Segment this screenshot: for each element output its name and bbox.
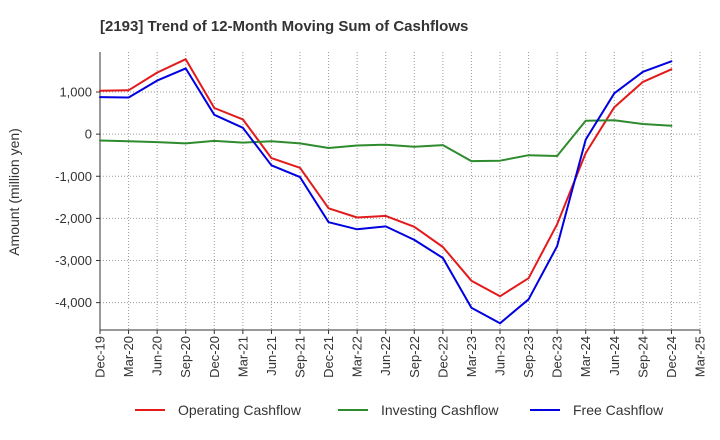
x-tick-label: Mar-24 (578, 336, 593, 377)
x-tick-label: Jun-23 (493, 336, 508, 376)
y-axis-label: Amount (million yen) (6, 128, 22, 256)
x-tick-label: Sep-20 (178, 336, 193, 378)
y-tick-label: -4,000 (55, 295, 92, 310)
x-tick-label: Jun-24 (607, 336, 622, 376)
x-tick-label: Sep-23 (521, 336, 536, 378)
y-tick-label: 0 (85, 127, 92, 142)
free-cashflow-legend-label: Free Cashflow (573, 402, 664, 418)
chart-title: [2193] Trend of 12-Month Moving Sum of C… (100, 18, 468, 35)
x-tick-label: Sep-22 (407, 336, 422, 378)
x-tick-label: Mar-23 (464, 336, 479, 377)
x-tick-label: Dec-19 (93, 336, 108, 378)
x-tick-label: Jun-22 (378, 336, 393, 376)
x-tick-label: Dec-20 (207, 336, 222, 378)
x-tick-label: Sep-24 (635, 336, 650, 378)
y-tick-label: -3,000 (55, 253, 92, 268)
investing-cashflow-line (99, 119, 673, 163)
x-tick-label: Dec-22 (435, 336, 450, 378)
y-tick-label: 1,000 (59, 85, 92, 100)
x-tick-label: Jun-21 (264, 336, 279, 376)
plot-area: 1,000 0 -1,000 -2,000 -3,000 -4,000 Dec-19 Mar-… (55, 52, 708, 378)
x-tick-label: Mar-20 (121, 336, 136, 377)
x-tick-label: Mar-22 (350, 336, 365, 377)
x-tick-label: Dec-24 (664, 336, 679, 378)
y-tick-label: -2,000 (55, 211, 92, 226)
operating-cashflow-legend-label: Operating Cashflow (178, 402, 302, 418)
x-tick-label: Mar-21 (235, 336, 250, 377)
x-tick-label: Dec-23 (550, 336, 565, 378)
x-tick-label: Dec-21 (321, 336, 336, 378)
y-tick-label: -1,000 (55, 169, 92, 184)
free-cashflow-line (99, 60, 673, 325)
legend: Operating Cashflow Investing Cashflow Free… (135, 402, 664, 418)
x-tick-label: Jun-20 (150, 336, 165, 376)
investing-cashflow-legend-label: Investing Cashflow (381, 402, 499, 418)
x-tick-label: Mar-25 (693, 336, 708, 377)
x-tick-label: Sep-21 (293, 336, 308, 378)
